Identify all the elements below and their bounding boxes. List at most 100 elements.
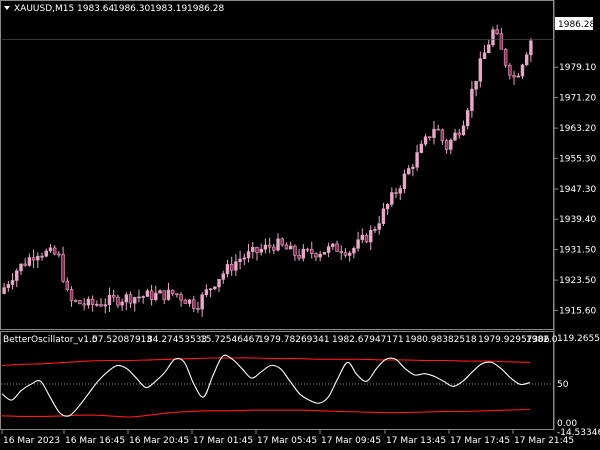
candle (470, 81, 474, 118)
current-price-box (555, 17, 593, 30)
candle (141, 295, 145, 304)
current-price-label: 1986.28 (558, 20, 595, 30)
candle (40, 252, 44, 261)
candle (305, 247, 310, 253)
candle-body (111, 295, 116, 298)
time-tick-label: 17 Mar 13:45 (386, 436, 446, 446)
candle (183, 298, 188, 304)
candle (293, 244, 297, 261)
candle-body (23, 263, 27, 266)
candle-body (512, 74, 516, 78)
candle (242, 253, 247, 265)
candle (179, 292, 183, 307)
indicator-tick-label: -14.53346 (557, 428, 600, 438)
candle-body (19, 263, 23, 272)
candle (394, 187, 398, 198)
candle (263, 238, 268, 254)
candle-body (373, 229, 377, 231)
candle (187, 299, 192, 307)
candle-body (133, 297, 137, 304)
candle-body (369, 229, 373, 243)
candle-body (406, 168, 411, 175)
candle (347, 251, 352, 262)
candle-body (482, 52, 487, 59)
candle (415, 144, 419, 171)
indicator-tick-label: 0.00 (557, 419, 577, 429)
candle-body (293, 245, 297, 256)
candle (449, 138, 453, 155)
candle-body (449, 139, 453, 150)
candle-body (31, 257, 36, 261)
candle-body (491, 29, 495, 46)
candle-body (36, 255, 40, 261)
candle-body (305, 248, 310, 251)
price-panel-border (0, 0, 554, 330)
candle (27, 253, 32, 267)
candle (82, 298, 86, 311)
candle (217, 279, 221, 292)
candle-body (272, 246, 276, 251)
candle-body (107, 295, 112, 306)
candle (503, 48, 508, 69)
candle (208, 288, 213, 298)
indicator-value-3: 15.72546467 (200, 335, 260, 345)
candle-body (200, 294, 204, 310)
candle-body (267, 244, 272, 248)
candle-body (297, 255, 301, 259)
candle-body (326, 246, 331, 253)
candle (508, 63, 512, 80)
candle (124, 292, 129, 310)
candle (229, 256, 234, 276)
candle-body (343, 252, 348, 256)
candle-body (284, 244, 289, 250)
candle (52, 245, 57, 256)
candle (318, 250, 322, 262)
time-tick-label: 16 Mar 20:45 (129, 436, 189, 446)
candle (465, 107, 470, 130)
candle (61, 246, 65, 284)
chart-menu-triangle-icon[interactable] (4, 6, 10, 10)
candle-body (192, 299, 196, 309)
candle (331, 243, 335, 251)
candle (453, 128, 457, 141)
candle-body (40, 255, 44, 258)
oscillator-line (1, 354, 531, 417)
candle (128, 291, 133, 309)
indicator-tick-label: 119.26559 (557, 334, 600, 344)
candle-body (99, 303, 103, 307)
candle (238, 250, 242, 270)
indicator-value-8: 1982.0 (526, 335, 558, 345)
candle-body (166, 289, 171, 300)
candle (74, 299, 78, 303)
high-value: 1986.30 (113, 4, 150, 14)
candle (213, 286, 217, 291)
candle-body (411, 166, 415, 169)
candle (474, 80, 478, 97)
candle-body (461, 125, 466, 136)
candle-body (390, 192, 394, 205)
time-tick-label: 16 Mar 2023 (3, 436, 60, 446)
candle (90, 295, 95, 312)
candle-body (90, 298, 95, 305)
candle-body (208, 288, 213, 291)
candle (69, 286, 74, 307)
candle (335, 240, 339, 252)
candle (145, 288, 150, 297)
candle (267, 237, 272, 254)
candle (111, 289, 116, 302)
candle (499, 27, 504, 50)
candle (478, 51, 483, 88)
candle-body (520, 64, 525, 77)
time-tick-label: 17 Mar 05:45 (257, 436, 317, 446)
candle (284, 242, 289, 250)
price-tick-label: 1955.30 (559, 154, 596, 164)
candle-body (179, 294, 183, 301)
candle-body (280, 238, 284, 246)
candle (440, 128, 445, 145)
candle-body (225, 264, 230, 275)
candle (23, 258, 27, 267)
time-axis: 16 Mar 2023 16 Mar 16:45 16 Mar 20:45 17 Ma… (1, 430, 574, 446)
candle-body (524, 54, 529, 66)
